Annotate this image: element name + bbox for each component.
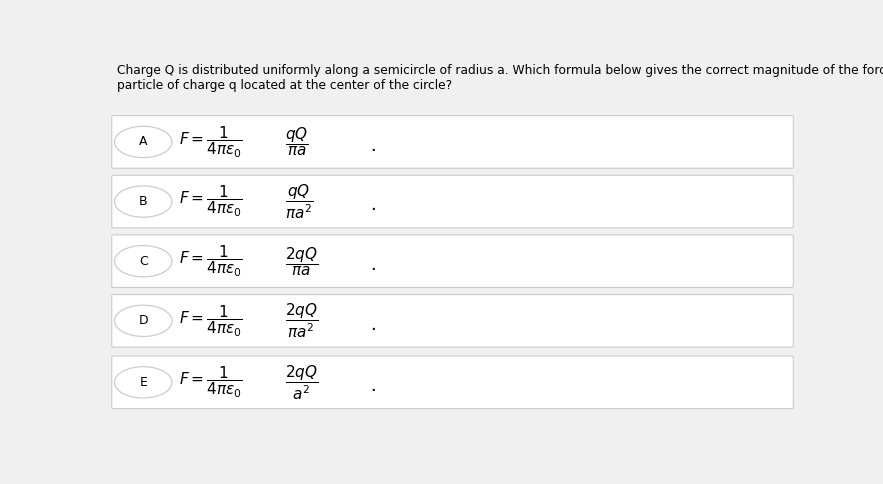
Text: .: .	[371, 377, 376, 395]
Text: $F = \dfrac{1}{4\pi\varepsilon_0}$: $F = \dfrac{1}{4\pi\varepsilon_0}$	[178, 364, 243, 400]
Text: .: .	[371, 136, 376, 155]
Text: $F = \dfrac{1}{4\pi\varepsilon_0}$: $F = \dfrac{1}{4\pi\varepsilon_0}$	[178, 124, 243, 160]
FancyBboxPatch shape	[112, 356, 793, 408]
Text: $F = \dfrac{1}{4\pi\varepsilon_0}$: $F = \dfrac{1}{4\pi\varepsilon_0}$	[178, 303, 243, 338]
Text: C: C	[139, 255, 147, 268]
Text: $\dfrac{qQ}{\pi a}$: $\dfrac{qQ}{\pi a}$	[285, 125, 308, 158]
Text: .: .	[371, 256, 376, 274]
Text: particle of charge q located at the center of the circle?: particle of charge q located at the cent…	[117, 78, 452, 91]
Text: $\dfrac{2qQ}{\pi a^2}$: $\dfrac{2qQ}{\pi a^2}$	[285, 302, 318, 340]
Text: $F = \dfrac{1}{4\pi\varepsilon_0}$: $F = \dfrac{1}{4\pi\varepsilon_0}$	[178, 184, 243, 219]
Circle shape	[115, 305, 172, 336]
FancyBboxPatch shape	[112, 116, 793, 168]
FancyBboxPatch shape	[112, 175, 793, 228]
Text: E: E	[140, 376, 147, 389]
Circle shape	[115, 186, 172, 217]
Text: $F = \dfrac{1}{4\pi\varepsilon_0}$: $F = \dfrac{1}{4\pi\varepsilon_0}$	[178, 243, 243, 279]
Text: A: A	[139, 136, 147, 149]
Text: Charge Q is distributed uniformly along a semicircle of radius a. Which formula : Charge Q is distributed uniformly along …	[117, 64, 883, 76]
Text: D: D	[139, 314, 148, 327]
FancyBboxPatch shape	[112, 295, 793, 347]
Text: $\dfrac{2qQ}{a^2}$: $\dfrac{2qQ}{a^2}$	[285, 363, 318, 402]
Circle shape	[115, 245, 172, 277]
FancyBboxPatch shape	[112, 235, 793, 287]
Circle shape	[115, 126, 172, 158]
Text: B: B	[139, 195, 147, 208]
Text: .: .	[371, 316, 376, 333]
Circle shape	[115, 367, 172, 398]
Text: $\dfrac{qQ}{\pi a^2}$: $\dfrac{qQ}{\pi a^2}$	[285, 182, 313, 221]
Text: .: .	[371, 197, 376, 214]
Text: $\dfrac{2qQ}{\pi a}$: $\dfrac{2qQ}{\pi a}$	[285, 245, 318, 278]
